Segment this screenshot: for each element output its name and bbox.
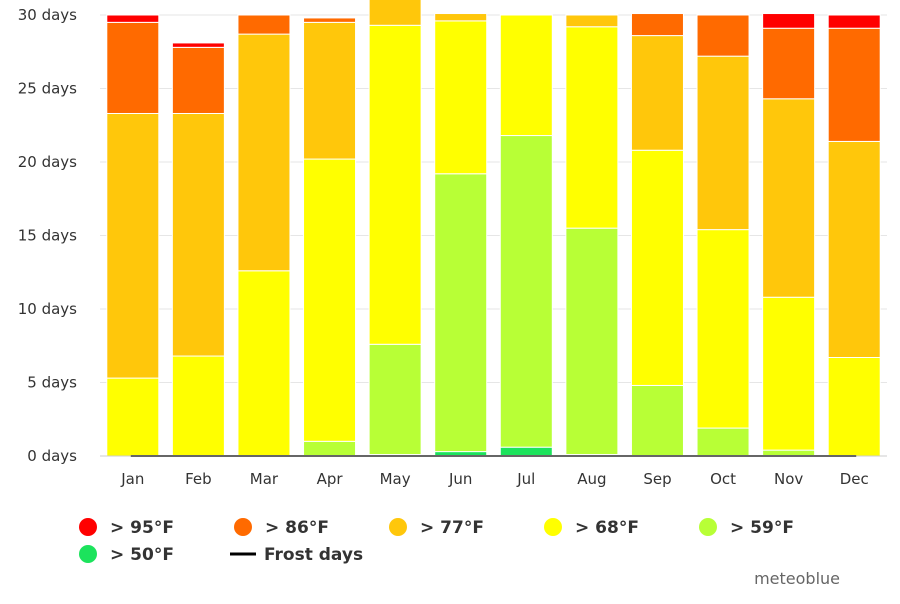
bar-segment xyxy=(237,14,291,35)
y-tick-label: 15 days xyxy=(18,227,77,245)
y-tick-label: 20 days xyxy=(18,153,77,171)
legend-label: > 68°F xyxy=(575,518,639,538)
legend-swatch xyxy=(234,518,252,536)
bar-segment xyxy=(237,270,291,457)
bar-segment xyxy=(237,33,291,272)
bar-segment xyxy=(368,343,422,456)
x-tick-label: Jun xyxy=(448,470,472,488)
y-axis: 0 days 5 days 10 days 15 days 20 days 25 days… xyxy=(18,6,77,465)
bar-segment xyxy=(696,14,750,57)
legend-swatch xyxy=(544,518,562,536)
bar-segment xyxy=(106,112,160,379)
x-tick-label: Jul xyxy=(516,470,535,488)
bar-segment xyxy=(696,55,750,231)
legend-swatch xyxy=(79,545,97,563)
bar-segment xyxy=(368,24,422,345)
bar-segment xyxy=(171,46,225,114)
x-tick-label: Aug xyxy=(577,470,606,488)
bar-segment xyxy=(303,21,357,160)
legend-label: > 59°F xyxy=(730,518,794,538)
x-tick-label: Sep xyxy=(643,470,671,488)
bar-segment xyxy=(762,13,816,29)
bar-segment xyxy=(630,149,684,386)
bar-segment xyxy=(434,173,488,453)
legend-label: > 77°F xyxy=(420,518,484,538)
y-tick-label: 30 days xyxy=(18,6,77,24)
bar-segment xyxy=(106,377,160,457)
legend: > 95°F > 86°F > 77°F > 68°F > 59°F > 50°F Fros… xyxy=(79,518,794,565)
bars xyxy=(106,0,881,457)
bar-segment xyxy=(630,35,684,151)
y-tick-label: 25 days xyxy=(18,80,77,98)
bar-segment xyxy=(499,14,553,137)
bar-segment xyxy=(762,27,816,100)
legend-swatch xyxy=(699,518,717,536)
y-tick-label: 0 days xyxy=(27,447,77,465)
bar-segment xyxy=(303,17,357,23)
bar-segment xyxy=(565,26,619,229)
legend-swatch xyxy=(79,518,97,536)
bar-segment xyxy=(762,296,816,451)
bar-segment xyxy=(171,42,225,48)
legend-label: > 50°F xyxy=(110,545,174,565)
x-tick-label: May xyxy=(380,470,411,488)
bar-segment xyxy=(630,13,684,37)
bar-segment xyxy=(171,112,225,357)
x-tick-label: Dec xyxy=(840,470,869,488)
grid-lines xyxy=(100,14,887,457)
legend-label: Frost days xyxy=(264,545,363,565)
bar-segment xyxy=(762,98,816,298)
bar-segment xyxy=(827,140,881,359)
x-tick-label: Nov xyxy=(774,470,803,488)
bar-segment xyxy=(368,0,422,26)
bar-segment xyxy=(565,14,619,28)
x-tick-label: Mar xyxy=(250,470,279,488)
x-tick-label: Apr xyxy=(317,470,344,488)
bar-segment xyxy=(434,20,488,175)
legend-swatch xyxy=(389,518,407,536)
bar-segment xyxy=(827,27,881,142)
bar-segment xyxy=(303,440,357,457)
bar-segment xyxy=(565,227,619,456)
bar-segment xyxy=(303,158,357,442)
credit-text: meteoblue xyxy=(754,569,840,588)
x-tick-label: Jan xyxy=(120,470,144,488)
bar-segment xyxy=(434,13,488,22)
legend-label: > 95°F xyxy=(110,518,174,538)
bar-segment xyxy=(827,357,881,457)
bar-segment xyxy=(499,446,553,457)
bar-segment xyxy=(171,355,225,457)
bar-segment xyxy=(499,135,553,448)
legend-label: > 86°F xyxy=(265,518,329,538)
x-tick-label: Feb xyxy=(185,470,212,488)
x-tick-label: Oct xyxy=(710,470,736,488)
y-tick-label: 5 days xyxy=(27,374,77,392)
y-tick-label: 10 days xyxy=(18,300,77,318)
bar-segment xyxy=(106,21,160,114)
x-axis: Jan Feb Mar Apr May Jun Jul Aug Sep Oct Nov Dec xyxy=(100,455,887,488)
bar-segment xyxy=(696,427,750,457)
bar-segment xyxy=(106,14,160,23)
bar-segment xyxy=(696,229,750,429)
bar-segment xyxy=(630,384,684,457)
bar-segment xyxy=(827,14,881,29)
